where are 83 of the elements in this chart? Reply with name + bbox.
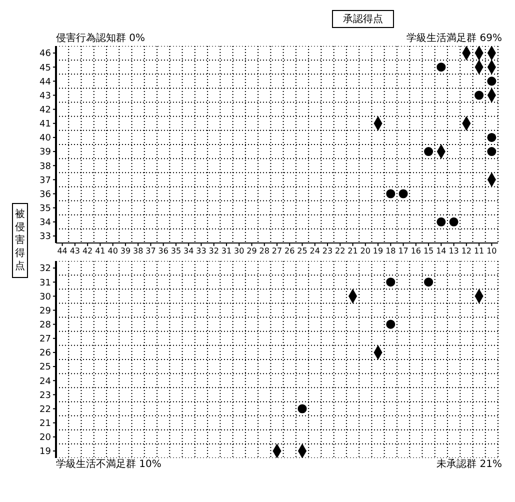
- x-tick-label: 16: [410, 246, 422, 256]
- y-tick-label: 20: [40, 433, 52, 444]
- x-tick-label: 43: [70, 246, 80, 256]
- y-tick-label: 34: [40, 218, 52, 228]
- x-tick-label: 24: [310, 246, 320, 256]
- y-tick-label: 24: [40, 376, 52, 387]
- x-tick-label: 27: [272, 246, 282, 256]
- x-tick-label: 39: [120, 246, 131, 256]
- x-tick-label: 35: [170, 246, 182, 256]
- text: 学級生活満足群 69%: [406, 32, 502, 46]
- point: [386, 320, 396, 329]
- y-tick-label: 29: [40, 306, 52, 316]
- y-tick-label: 27: [40, 334, 51, 345]
- y-tick-label: 39: [40, 148, 52, 158]
- x-tick-label: 26: [284, 246, 295, 256]
- x-tick-label: 38: [132, 246, 144, 256]
- point: [487, 76, 496, 86]
- point: [298, 404, 307, 414]
- y-tick-label: 22: [40, 404, 51, 415]
- x-tick-label: 22: [335, 246, 346, 256]
- text: 未承認群 21%: [436, 458, 502, 472]
- x-tick-label: 20: [360, 246, 370, 256]
- x-tick-label: 18: [386, 246, 396, 256]
- y-axis-title: 被侵害得点: [15, 208, 25, 272]
- y-tick-label: 37: [40, 176, 51, 186]
- point: [436, 217, 446, 226]
- x-tick-label: 30: [234, 246, 244, 256]
- x-tick-label: 37: [146, 246, 156, 256]
- point: [487, 132, 496, 142]
- x-tick-label: 12: [461, 246, 472, 256]
- y-tick-label: 44: [40, 77, 52, 88]
- x-tick-label: 14: [436, 246, 446, 256]
- x-tick-label: 42: [82, 246, 93, 256]
- y-tick-label: 41: [40, 120, 51, 130]
- y-tick-label: 26: [40, 348, 52, 359]
- y-tick-label: 19: [40, 447, 52, 458]
- y-tick-label: 42: [40, 106, 51, 116]
- y-tick-label: 45: [40, 63, 51, 74]
- x-tick-label: 10: [486, 246, 497, 256]
- point: [474, 90, 484, 100]
- point: [449, 217, 458, 226]
- y-tick-label: 21: [40, 419, 51, 430]
- point: [424, 278, 434, 287]
- x-tick-label: 21: [348, 246, 358, 256]
- y-tick-label: 38: [40, 162, 52, 172]
- x-tick-label: 31: [221, 246, 232, 256]
- text: 学級生活不満足群 10%: [56, 458, 162, 472]
- x-tick-label: 36: [158, 246, 168, 256]
- y-tick-label: 36: [40, 190, 52, 200]
- point: [436, 62, 446, 72]
- point: [386, 278, 396, 287]
- x-tick-label: 32: [208, 246, 219, 256]
- y-tick-label: 30: [40, 292, 52, 302]
- y-tick-label: 46: [40, 49, 52, 60]
- x-tick-label: 40: [108, 246, 118, 256]
- x-tick-label: 29: [246, 246, 257, 256]
- x-tick-label: 28: [259, 246, 270, 256]
- text: 侵害行為認知群 0%: [56, 32, 146, 46]
- point: [398, 189, 408, 198]
- x-tick-label: 34: [184, 246, 194, 256]
- y-tick-label: 43: [40, 91, 51, 102]
- point: [487, 147, 496, 156]
- y-tick-label: 31: [40, 278, 51, 288]
- x-tick-label: 17: [398, 246, 408, 256]
- y-tick-label: 32: [40, 264, 51, 274]
- point: [386, 189, 396, 198]
- x-tick-label: 23: [322, 246, 333, 256]
- x-tick-label: 41: [95, 246, 106, 256]
- x-tick-label: 33: [196, 246, 206, 256]
- point: [424, 147, 434, 156]
- x-tick-label: 25: [297, 246, 308, 256]
- x-tick-label: 15: [423, 246, 434, 256]
- x-tick-label: 13: [448, 246, 459, 256]
- y-tick-label: 33: [40, 232, 51, 242]
- x-axis-title: 承認得点: [332, 10, 394, 28]
- x-tick-label: 44: [57, 246, 68, 256]
- x-tick-label: 11: [474, 246, 484, 256]
- y-tick-label: 35: [40, 204, 51, 214]
- y-tick-label: 40: [40, 134, 52, 144]
- y-tick-label: 25: [40, 362, 51, 373]
- y-tick-label: 23: [40, 390, 51, 401]
- y-tick-label: 28: [40, 320, 52, 331]
- x-tick-label: 19: [372, 246, 384, 256]
